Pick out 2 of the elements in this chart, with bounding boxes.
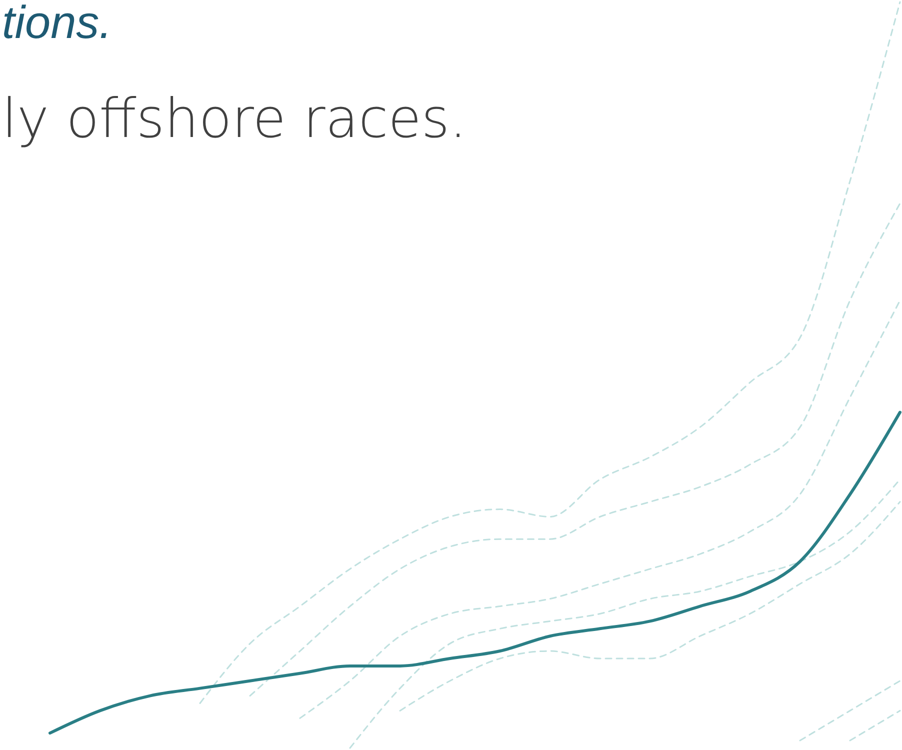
text: ly offshore races. <box>2 87 467 150</box>
chart-title: tions. <box>2 0 112 48</box>
